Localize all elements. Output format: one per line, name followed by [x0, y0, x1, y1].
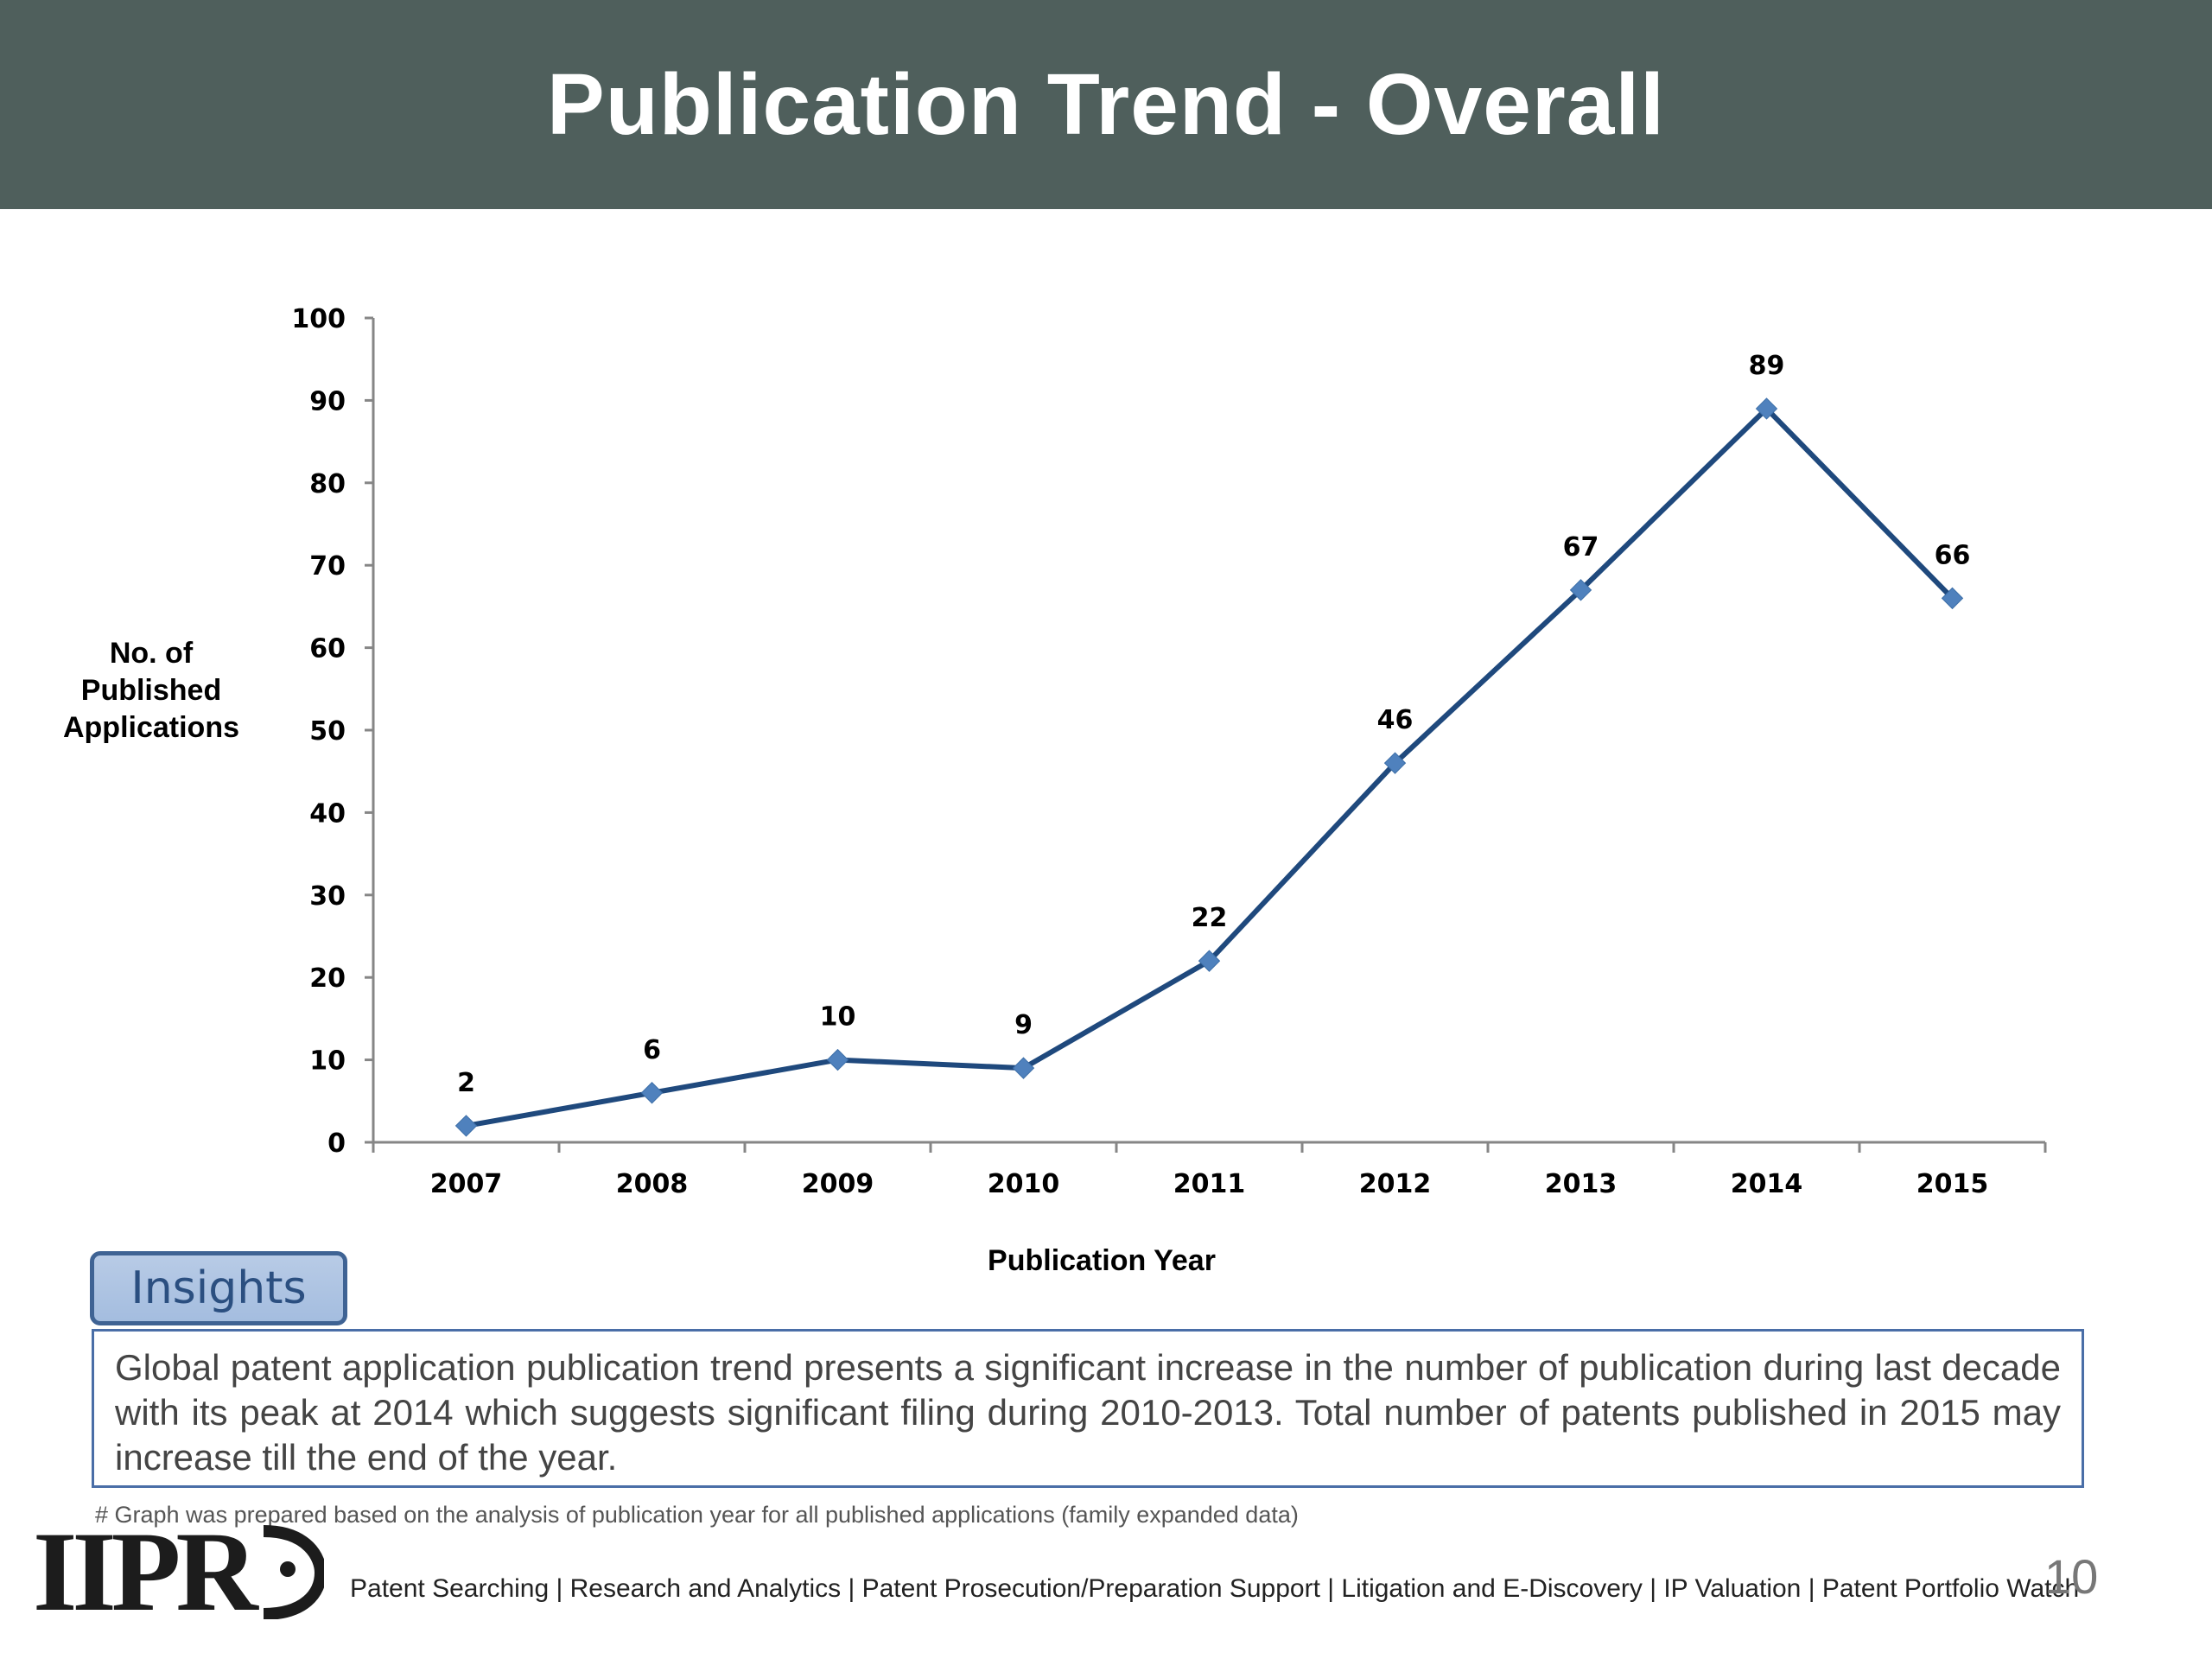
data-label: 2 [457, 1068, 475, 1098]
iipr-logo: IIPR [33, 1514, 324, 1628]
logo-text: IIPR [33, 1507, 258, 1635]
y-axis-label-line: Published [80, 674, 222, 707]
y-axis-label-line: No. of [109, 637, 194, 670]
data-point [1569, 579, 1592, 601]
y-tick-label: 10 [309, 1046, 346, 1077]
x-tick-label: 2014 [1731, 1169, 1803, 1199]
data-point [826, 1048, 849, 1071]
x-tick-label: 2011 [1173, 1169, 1246, 1199]
x-tick-label: 2013 [1545, 1169, 1618, 1199]
data-label: 67 [1563, 532, 1599, 563]
data-labels: 2 6 10 9 22 46 67 89 66 [457, 351, 1970, 1098]
data-label: 22 [1192, 903, 1228, 933]
data-label: 89 [1749, 351, 1785, 381]
chart-axes [365, 316, 2047, 1153]
y-tick-label: 70 [309, 551, 346, 582]
y-axis-label-line: Applications [62, 711, 240, 744]
x-tick-label: 2010 [988, 1169, 1060, 1199]
y-tick-label: 90 [309, 386, 346, 416]
y-tick-label: 20 [309, 963, 346, 994]
series-polyline [465, 405, 1955, 1128]
data-point [1941, 587, 1964, 610]
data-label: 10 [820, 1002, 856, 1033]
y-axis-label: No. of Published Applications [35, 635, 268, 747]
data-point [1012, 1057, 1035, 1079]
y-tick-labels: 0 10 20 30 40 50 60 70 80 90 100 [291, 304, 346, 1159]
data-label: 46 [1377, 705, 1414, 735]
y-tick-label: 60 [309, 634, 346, 664]
data-point [1383, 752, 1407, 774]
x-tick-label: 2008 [616, 1169, 689, 1199]
x-tick-label: 2007 [430, 1169, 503, 1199]
y-tick-label: 100 [291, 304, 346, 334]
services-line: Patent Searching | Research and Analytic… [350, 1574, 2080, 1603]
series-line [465, 405, 1955, 1128]
title-bar: Publication Trend - Overall [0, 0, 2212, 209]
series-markers [454, 397, 1964, 1137]
page-title: Publication Trend - Overall [547, 55, 1665, 153]
y-tick-label: 50 [309, 716, 346, 747]
page-number: 10 [2044, 1549, 2099, 1604]
logo-eye-icon [263, 1524, 324, 1619]
x-tick-label: 2009 [802, 1169, 874, 1199]
data-point [454, 1115, 478, 1137]
data-label: 66 [1935, 540, 1971, 570]
y-tick-label: 0 [327, 1128, 346, 1159]
insights-tab: Insights [90, 1251, 347, 1325]
insights-text: Global patent application publication tr… [92, 1329, 2084, 1488]
data-point [1198, 950, 1221, 972]
y-tick-label: 30 [309, 881, 346, 912]
data-point [640, 1082, 664, 1104]
x-tick-label: 2015 [1916, 1169, 1989, 1199]
footnote: # Graph was prepared based on the analys… [95, 1502, 1299, 1528]
data-point [1755, 397, 1778, 420]
x-tick-labels: 2007 2008 2009 2010 2011 2012 2013 2014 2015 [430, 1169, 1989, 1199]
data-label: 6 [643, 1035, 661, 1065]
x-tick-label: 2012 [1359, 1169, 1432, 1199]
y-tick-label: 80 [309, 469, 346, 499]
data-label: 9 [1014, 1010, 1033, 1040]
y-tick-label: 40 [309, 798, 346, 829]
x-axis-label: Publication Year [988, 1244, 1216, 1277]
